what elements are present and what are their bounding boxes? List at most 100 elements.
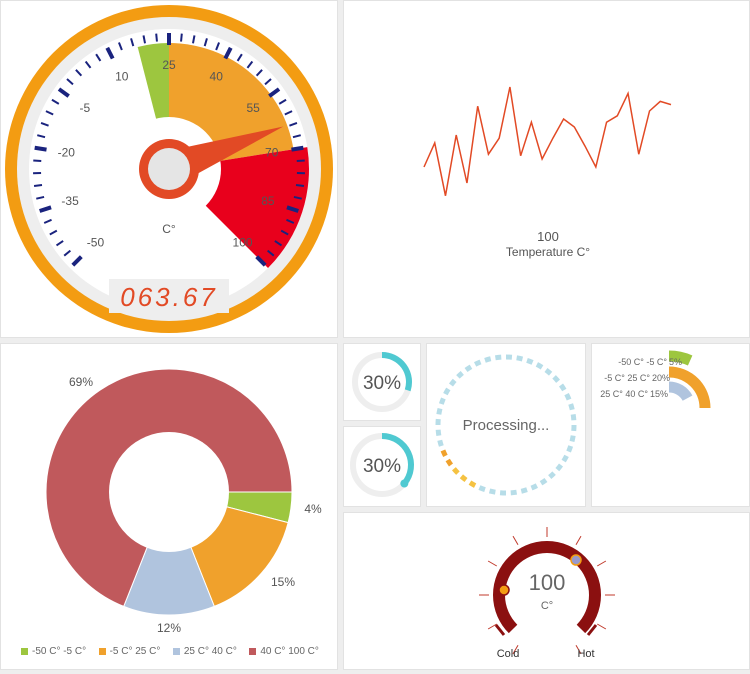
donut-label-blue: 12% bbox=[157, 621, 181, 634]
processing-dash bbox=[461, 476, 466, 480]
legend-item-orange[interactable]: -5 C° 25 C° bbox=[99, 646, 161, 657]
legend-swatch-blue bbox=[173, 648, 180, 655]
range-arcs-panel: -50 C° -5 C° 5% -5 C° 25 C° 20% 25 C° 40… bbox=[591, 343, 750, 507]
legend-label: -50 C° -5 C° bbox=[32, 646, 86, 657]
legend-item-rose[interactable]: 40 C° 100 C° bbox=[249, 646, 319, 657]
legend-label: 25 C° 40 C° bbox=[184, 646, 237, 657]
thermo-foot-left bbox=[496, 625, 504, 635]
processing-dash bbox=[550, 473, 554, 477]
thermo-ray bbox=[576, 536, 581, 545]
thermo-marker-low[interactable] bbox=[499, 585, 509, 595]
band-range-2: -5 C° 25 C° bbox=[604, 373, 650, 383]
processing-dash bbox=[443, 450, 445, 455]
processing-dash bbox=[490, 491, 496, 492]
donut-label-green: 4% bbox=[304, 502, 322, 516]
gauge-tick bbox=[181, 34, 182, 42]
legend-swatch-green bbox=[21, 648, 28, 655]
gauge-tick-label: 55 bbox=[246, 101, 260, 115]
processing-dash bbox=[458, 373, 462, 377]
line-series bbox=[424, 87, 671, 196]
band-range-3: 25 C° 40 C° bbox=[600, 389, 648, 399]
progress-ring-2: 30% bbox=[344, 427, 420, 506]
gauge-tick-label: 70 bbox=[265, 146, 279, 160]
processing-dash bbox=[451, 380, 455, 385]
processing-dash bbox=[445, 389, 448, 394]
gauge-tick-label: 25 bbox=[162, 58, 176, 72]
processing-dash bbox=[567, 394, 569, 399]
processing-dash bbox=[517, 358, 523, 359]
donut-panel: 69% 4% 15% 12% -50 C° -5 C° -5 C° 25 C° … bbox=[0, 343, 338, 670]
gauge-tick-label: 40 bbox=[210, 69, 224, 83]
processing-dash bbox=[475, 362, 480, 364]
thermo-value: 100 bbox=[529, 570, 566, 595]
processing-dash bbox=[479, 488, 485, 490]
processing-spinner: Processing... bbox=[427, 344, 585, 506]
thermo-panel: 100 C° Cold Hot bbox=[343, 512, 750, 670]
processing-dash bbox=[569, 446, 571, 452]
range-band-3[interactable] bbox=[669, 387, 688, 398]
gauge-tick-label: -20 bbox=[58, 146, 76, 160]
processing-label: Processing... bbox=[463, 417, 550, 434]
processing-dash bbox=[438, 430, 439, 436]
processing-dash bbox=[571, 404, 573, 410]
donut-label-rose: 69% bbox=[69, 375, 93, 389]
processing-dash bbox=[511, 492, 517, 493]
processing-dash bbox=[521, 490, 527, 492]
thermo-marker-high[interactable] bbox=[571, 555, 581, 565]
band-pct-1: 5% bbox=[669, 357, 682, 367]
gauge-tick-label: -35 bbox=[61, 194, 79, 208]
donut-chart: 69% 4% 15% 12% bbox=[1, 344, 337, 634]
gauge-unit: C° bbox=[162, 222, 176, 236]
legend-label: 40 C° 100 C° bbox=[260, 646, 319, 657]
band-range-1: -50 C° -5 C° bbox=[618, 357, 667, 367]
gauge-readout: 063.67 bbox=[120, 282, 218, 312]
thermo-ray bbox=[597, 561, 606, 566]
range-arc-chart: -50 C° -5 C° 5% -5 C° 25 C° 20% 25 C° 40… bbox=[592, 344, 749, 506]
gauge-tick bbox=[291, 148, 303, 150]
legend-swatch-rose bbox=[249, 648, 256, 655]
donut-label-orange: 15% bbox=[271, 575, 295, 589]
gauge-tick-label: 85 bbox=[261, 194, 275, 208]
legend-item-blue[interactable]: 25 C° 40 C° bbox=[173, 646, 237, 657]
progress-panel-1: 30% bbox=[343, 343, 421, 421]
gauge-tick-label: 100 bbox=[233, 236, 253, 250]
processing-dash bbox=[454, 469, 458, 473]
processing-dash bbox=[448, 460, 451, 465]
gauge-tick bbox=[296, 185, 304, 186]
legend-label: -5 C° 25 C° bbox=[110, 646, 161, 657]
thermo-ray bbox=[513, 536, 518, 545]
gauge-tick-label: 10 bbox=[115, 69, 129, 83]
processing-dash bbox=[572, 436, 573, 442]
processing-dash bbox=[573, 414, 574, 420]
processing-dash bbox=[441, 398, 443, 404]
line-xvalue: 100 bbox=[537, 229, 559, 244]
processing-dash bbox=[541, 480, 546, 483]
processing-dash bbox=[495, 357, 501, 358]
processing-dash bbox=[546, 370, 551, 374]
processing-dash bbox=[440, 440, 442, 446]
processing-dash bbox=[531, 486, 536, 488]
band-pct-3: 15% bbox=[650, 389, 668, 399]
line-chart-panel: 100 Temperature C° bbox=[343, 0, 750, 338]
thermo-gauge: 100 C° Cold Hot bbox=[344, 513, 749, 669]
progress-ring-1: 30% bbox=[344, 344, 420, 420]
processing-dash bbox=[564, 456, 567, 461]
line-xlabel: Temperature C° bbox=[506, 245, 590, 259]
progress-knob[interactable] bbox=[400, 479, 408, 487]
legend-item-green[interactable]: -50 C° -5 C° bbox=[21, 646, 86, 657]
gauge-tick bbox=[35, 148, 47, 150]
processing-dash bbox=[561, 385, 564, 390]
processing-dash bbox=[537, 364, 542, 367]
processing-dash bbox=[554, 377, 558, 381]
thermo-ray bbox=[488, 561, 497, 566]
donut-hole bbox=[109, 432, 229, 552]
gauge-tick bbox=[34, 185, 42, 186]
processing-dash bbox=[439, 409, 440, 415]
gauge-tick-label: -50 bbox=[87, 236, 105, 250]
processing-dash bbox=[527, 360, 533, 362]
gauge-hub-inner bbox=[148, 148, 190, 190]
thermo-ray bbox=[597, 624, 606, 629]
processing-dash bbox=[557, 465, 561, 470]
